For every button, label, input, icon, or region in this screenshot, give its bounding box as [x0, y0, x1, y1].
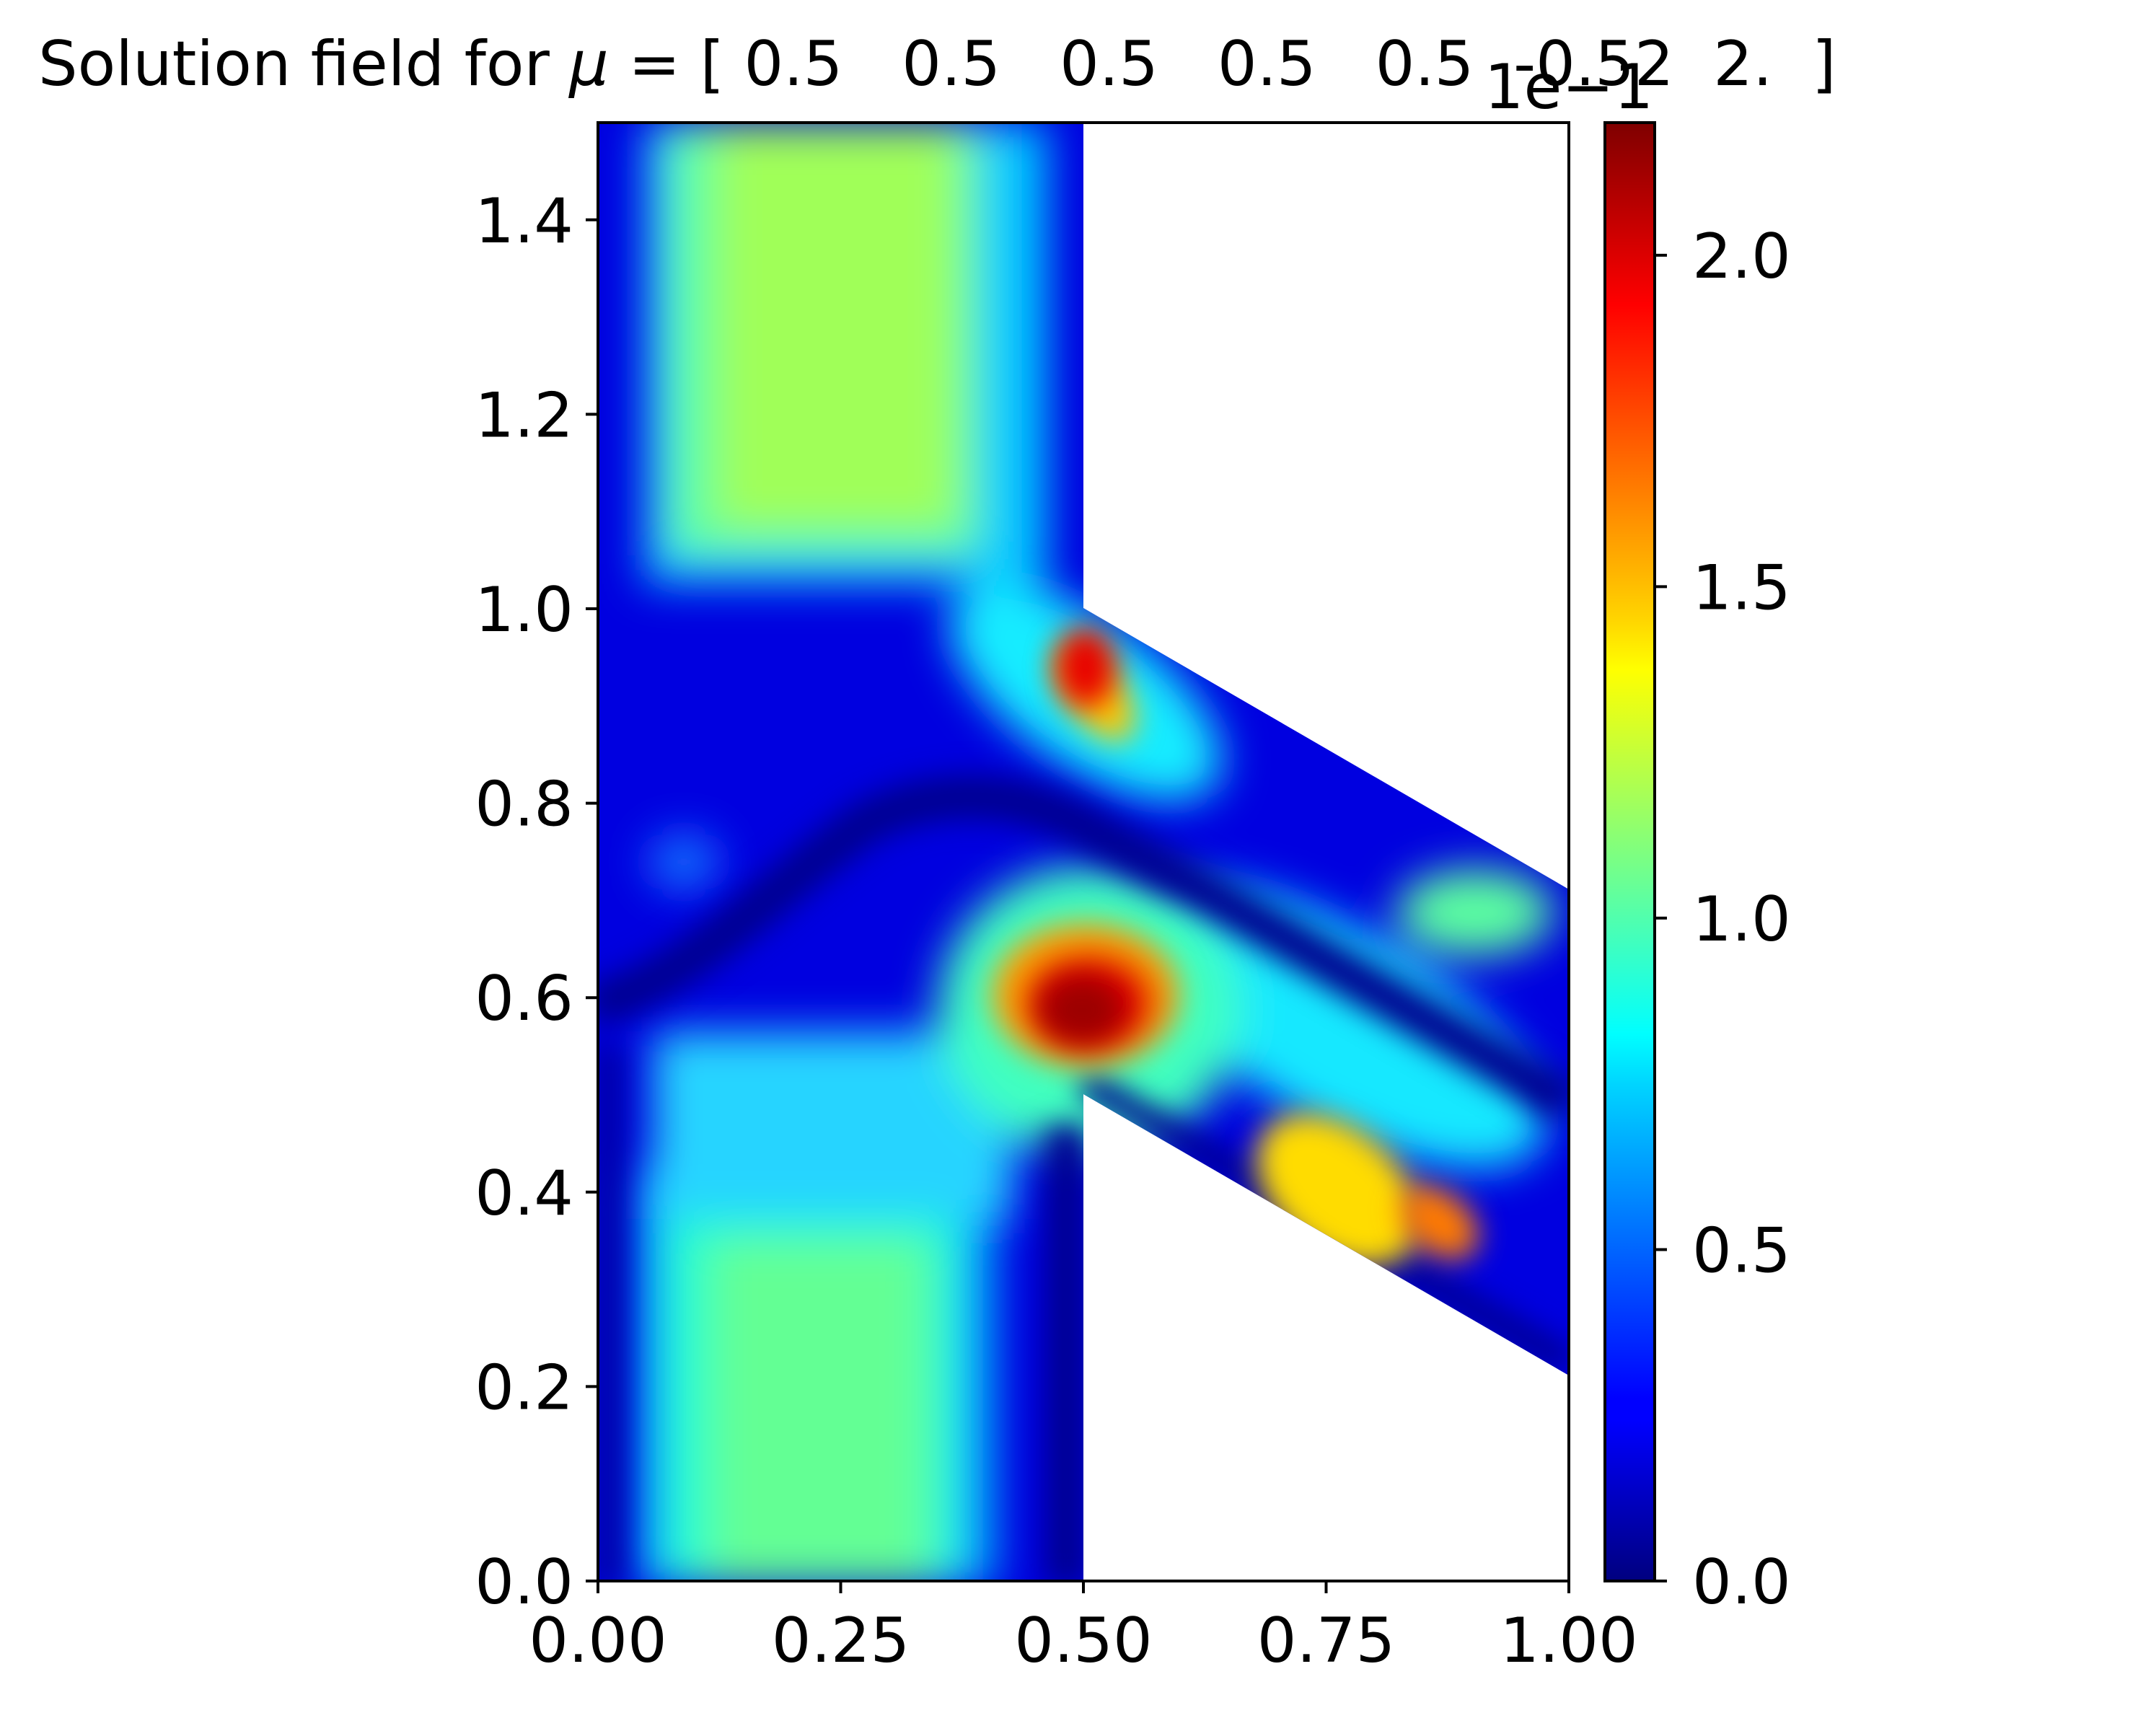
title-parameter-values: = [ 0.5 0.5 0.5 0.5 0.5 -0.52 2. ]	[609, 28, 1836, 100]
y-tick-label: 0.0	[475, 1546, 573, 1619]
chart-title: Solution field for μ = [ 0.5 0.5 0.5 0.5…	[38, 28, 1836, 100]
colorbar-tick-label: 1.0	[1692, 884, 1791, 956]
y-tick-label: 0.2	[475, 1352, 573, 1424]
title-prefix: Solution field for	[38, 28, 569, 100]
x-axis: 0.00 0.25 0.50 0.75 1.00	[529, 1581, 1638, 1677]
x-tick-label: 0.50	[1014, 1605, 1152, 1677]
x-tick-label: 1.00	[1500, 1605, 1637, 1677]
y-tick-label: 1.2	[475, 379, 573, 452]
x-tick-label: 0.25	[772, 1605, 910, 1677]
colorbar-tick-label: 1.5	[1692, 552, 1791, 624]
colorbar-frame	[1603, 121, 1656, 1582]
colorbar-gradient	[1605, 123, 1655, 1581]
y-tick-label: 0.4	[475, 1158, 573, 1230]
y-tick-label: 0.6	[475, 963, 573, 1035]
y-tick-label: 1.4	[475, 185, 573, 257]
y-tick-label: 0.8	[475, 769, 573, 841]
title-mu-symbol: μ	[568, 28, 609, 100]
colorbar-scale-label: 1e−1	[1484, 51, 1653, 123]
solution-field-heatmap	[598, 123, 1569, 1581]
colorbar-axis: 0.0 0.5 1.0 1.5 2.0	[1655, 221, 1791, 1619]
y-tick-label: 1.0	[475, 574, 573, 646]
colorbar-tick-label: 2.0	[1692, 221, 1791, 293]
y-axis: 0.0 0.2 0.4 0.6 0.8 1.0 1.2 1.4	[475, 185, 598, 1619]
colorbar-tick-label: 0.5	[1692, 1215, 1791, 1287]
colorbar-tick-label: 0.0	[1692, 1546, 1791, 1619]
x-tick-label: 0.75	[1257, 1605, 1395, 1677]
x-tick-label: 0.00	[529, 1605, 666, 1677]
